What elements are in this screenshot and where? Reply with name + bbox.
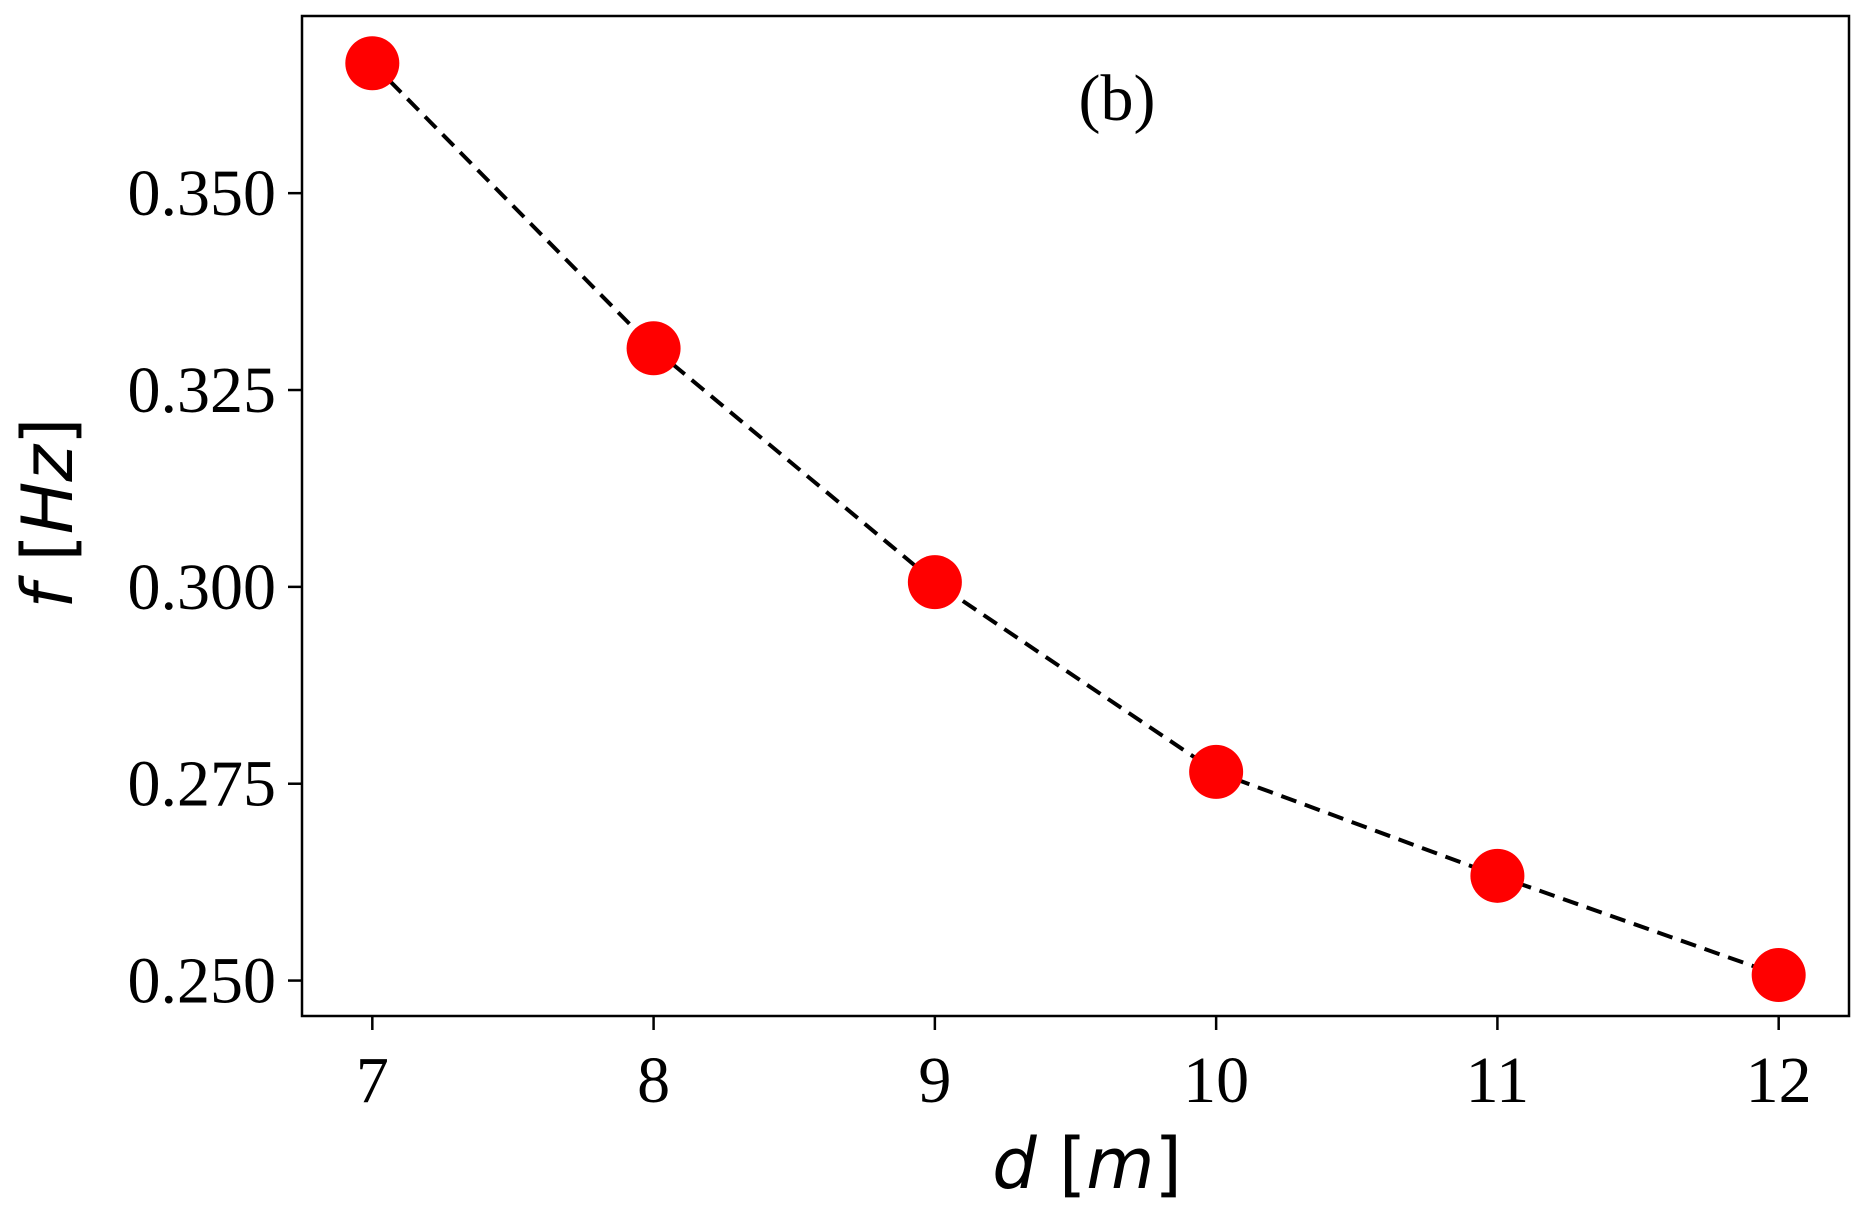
x-axis-label: d [m] (992, 1123, 1182, 1205)
y-axis-variable: f (7, 574, 89, 608)
data-point (907, 555, 962, 610)
y-axis: 0.250 0.275 0.300 0.325 0.350 (128, 157, 302, 1018)
data-point (1751, 948, 1806, 1003)
x-axis-unit: m (1086, 1123, 1154, 1205)
x-tick-label: 8 (637, 1044, 670, 1117)
y-axis-open-bracket: [ (7, 534, 89, 561)
panel-annotation: (b) (1079, 62, 1156, 135)
data-point (345, 36, 400, 91)
x-tick-label: 11 (1466, 1044, 1530, 1117)
plot-frame (300, 14, 1851, 1018)
y-tick-label: 0.250 (128, 945, 277, 1018)
data-point (626, 321, 681, 376)
x-tick-label: 10 (1183, 1044, 1249, 1117)
y-tick-label: 0.275 (128, 748, 277, 821)
y-axis-label: f [Hz] (7, 418, 89, 609)
y-tick-label: 0.350 (128, 157, 277, 230)
y-tick-label: 0.325 (128, 354, 277, 427)
data-point (1470, 848, 1525, 903)
x-axis-close-bracket: ] (1154, 1123, 1181, 1205)
x-axis: 7 8 9 10 11 12 (356, 1016, 1812, 1117)
y-axis-unit: Hz (7, 443, 89, 535)
data-point (1189, 744, 1244, 799)
x-tick-label: 7 (356, 1044, 389, 1117)
plot-layer (345, 36, 1806, 1003)
x-axis-open-bracket: [ (1059, 1123, 1086, 1205)
x-axis-variable: d (992, 1123, 1037, 1205)
y-tick-label: 0.300 (128, 551, 277, 624)
x-tick-label: 9 (918, 1044, 951, 1117)
series-line (370, 61, 1780, 977)
x-tick-label: 12 (1746, 1044, 1812, 1117)
y-axis-close-bracket: ] (7, 418, 89, 445)
